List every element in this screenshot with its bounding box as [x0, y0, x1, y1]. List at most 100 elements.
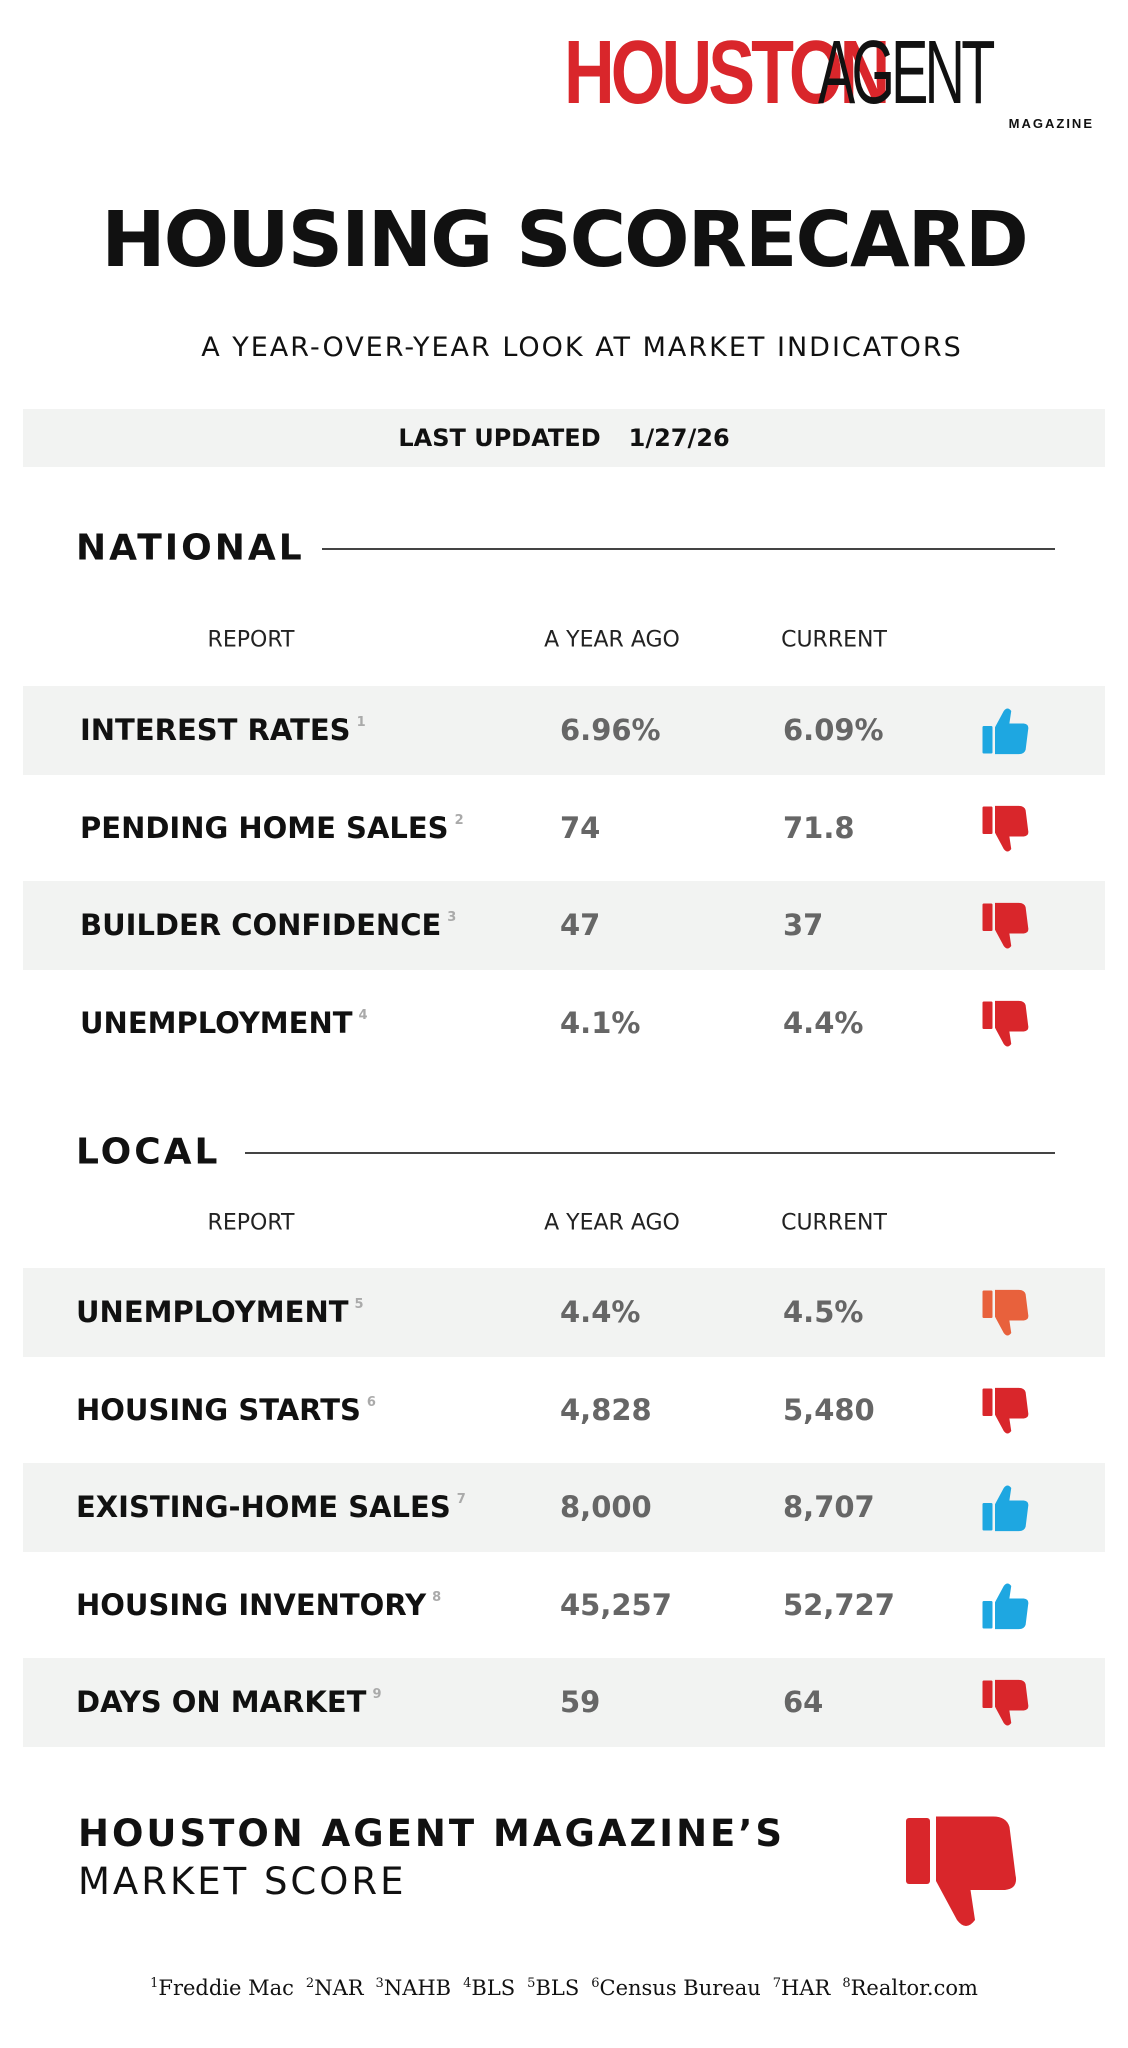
label-note: 1: [356, 715, 366, 730]
row-thumb: [980, 1386, 1030, 1440]
year-ago-value: 59: [560, 1685, 601, 1719]
thumb-icon: [982, 1000, 1029, 1046]
thumb-icon: [906, 1816, 1017, 1926]
current-value: 52,727: [783, 1587, 895, 1622]
footnote-source: NAR: [314, 1976, 364, 2000]
updated-label: LAST UPDATED: [398, 424, 601, 452]
score-line2: MARKET SCORE: [78, 1860, 407, 1903]
footnotes: 1Freddie Mac 2NAR 3NAHB 4BLS 5BLS 6Census Bur…: [0, 1976, 1128, 2000]
updated-bar: [23, 409, 1105, 467]
logo-secondary: AGENT: [817, 23, 995, 123]
year-ago-value: 6.96%: [560, 713, 661, 747]
current-value: 4.5%: [783, 1295, 864, 1329]
row-band: [23, 1463, 1105, 1552]
current-value: 5,480: [783, 1392, 875, 1427]
thumb-icon: [982, 708, 1029, 755]
section-rule: [245, 1152, 1055, 1154]
current-value: 6.09%: [783, 713, 884, 747]
current-value: 4.4%: [783, 1005, 864, 1040]
column-header: REPORT: [207, 627, 295, 653]
label-note: 3: [447, 910, 457, 925]
label-note: 7: [456, 1492, 466, 1507]
thumb-icon: [982, 1583, 1029, 1629]
row-band: [23, 881, 1105, 970]
score-line1: HOUSTON AGENT MAGAZINE’S: [78, 1812, 786, 1855]
current-value: 37: [783, 908, 824, 942]
row-label: INTEREST RATES 1: [80, 713, 366, 747]
label-note: 2: [454, 812, 464, 828]
footnote: 2NAR: [306, 1976, 364, 2000]
row-label: PENDING HOME SALES 2: [80, 811, 464, 845]
row-thumb: [980, 901, 1030, 955]
column-header: REPORT: [207, 1210, 295, 1236]
column-header: A YEAR AGO: [544, 627, 680, 653]
year-ago-value: 74: [560, 810, 601, 845]
subtitle: A YEAR-OVER-YEAR LOOK AT MARKET INDICATO…: [201, 332, 963, 363]
footnote: 1Freddie Mac: [150, 1976, 294, 2000]
row-band: [23, 1658, 1105, 1747]
footnote-source: BLS: [535, 1976, 580, 2000]
title: HOUSING SCORECARD: [101, 196, 1029, 285]
row-band: [23, 686, 1105, 775]
row-label: BUILDER CONFIDENCE 3: [80, 908, 456, 942]
score-thumb: [900, 1812, 1020, 1936]
footnote-source: Census Bureau: [599, 1976, 761, 2000]
footnote-mark: 5: [527, 1976, 536, 1991]
row-label: DAYS ON MARKET 9: [76, 1685, 382, 1719]
thumb-icon: [982, 1387, 1029, 1433]
section-rule: [322, 548, 1055, 550]
footnote: 4BLS: [463, 1976, 515, 2000]
footnote-mark: 7: [772, 1976, 782, 1991]
row-label: EXISTING-HOME SALES 7: [76, 1490, 466, 1524]
column-header: CURRENT: [781, 627, 887, 653]
label-note: 5: [354, 1297, 364, 1312]
footnote-mark: 8: [842, 1976, 851, 1991]
footnote-mark: 6: [591, 1976, 600, 1991]
footnote: 8Realtor.com: [842, 1976, 978, 2000]
footnote-source: NAHB: [383, 1976, 452, 2000]
logo-tagline: MAGAZINE: [1008, 116, 1094, 131]
logo-primary: HOUSTON: [563, 23, 890, 123]
thumb-icon: [982, 805, 1029, 851]
thumb-icon: [982, 1485, 1029, 1532]
footnote-source: Realtor.com: [850, 1976, 978, 2000]
row-thumb: [980, 1678, 1030, 1732]
thumb-icon: [982, 902, 1029, 949]
label-note: 4: [358, 1007, 368, 1023]
row-thumb: [980, 1288, 1030, 1342]
label-note: 9: [372, 1687, 382, 1702]
footnote: 5BLS: [527, 1976, 579, 2000]
label-text: UNEMPLOYMENT: [80, 1005, 353, 1040]
year-ago-value: 4,828: [560, 1392, 652, 1427]
label-text: UNEMPLOYMENT: [76, 1295, 349, 1329]
label-text: EXISTING-HOME SALES: [76, 1490, 451, 1524]
updated: LAST UPDATED 1/27/26: [0, 424, 1128, 452]
current-value: 71.8: [783, 810, 855, 845]
row-label: HOUSING INVENTORY 8: [76, 1588, 441, 1622]
row-label: UNEMPLOYMENT 5: [76, 1295, 364, 1329]
column-header: A YEAR AGO: [544, 1210, 680, 1236]
thumb-icon: [982, 1679, 1029, 1726]
label-text: INTEREST RATES: [80, 713, 351, 747]
row-band: [23, 1268, 1105, 1357]
column-header: CURRENT: [781, 1210, 887, 1236]
current-value: 8,707: [783, 1490, 875, 1524]
footnote-source: HAR: [781, 1976, 831, 2000]
footnote: 6Census Bureau: [591, 1976, 761, 2000]
row-thumb: [980, 706, 1030, 760]
label-text: BUILDER CONFIDENCE: [80, 908, 442, 942]
label-text: HOUSING STARTS: [76, 1392, 361, 1427]
updated-date: 1/27/26: [628, 424, 730, 452]
footnote-source: Freddie Mac: [158, 1976, 294, 2000]
footnote-mark: 4: [463, 1976, 472, 1991]
section-heading: LOCAL: [76, 1131, 221, 1173]
section-heading: NATIONAL: [76, 527, 305, 569]
row-thumb: [980, 1581, 1030, 1635]
label-text: HOUSING INVENTORY: [76, 1587, 427, 1622]
year-ago-value: 4.1%: [560, 1005, 641, 1040]
row-label: HOUSING STARTS 6: [76, 1393, 376, 1427]
label-note: 8: [432, 1589, 442, 1605]
label-text: PENDING HOME SALES: [80, 810, 449, 845]
row-thumb: [980, 1483, 1030, 1537]
